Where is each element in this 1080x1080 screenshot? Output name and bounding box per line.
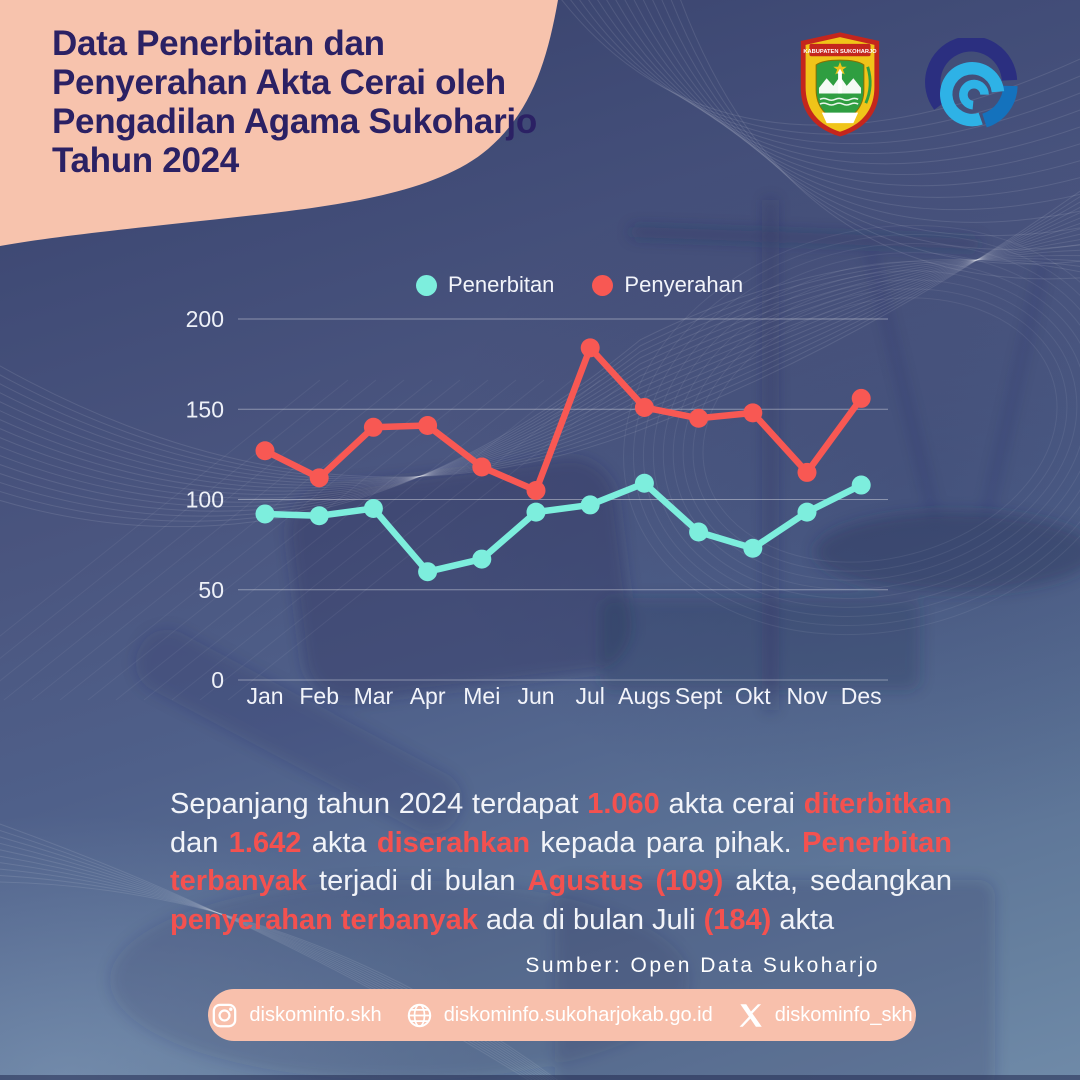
logo-ribbon xyxy=(821,112,859,124)
data-point xyxy=(797,502,817,522)
data-point xyxy=(743,538,763,558)
y-axis-tick-label: 50 xyxy=(198,577,224,603)
highlighted-text: diterbitkan xyxy=(803,788,952,820)
x-axis-tick-label: Augs xyxy=(618,683,670,709)
footer-instagram-handle: diskominfo.skh xyxy=(249,1003,382,1026)
footer-website-link[interactable]: diskominfo.sukoharjokab.go.id xyxy=(406,1002,713,1029)
data-point xyxy=(418,562,438,582)
highlighted-text: (184) xyxy=(703,903,772,936)
data-point xyxy=(851,388,871,408)
logo-leaves xyxy=(864,66,872,104)
kominfo-logo xyxy=(925,38,1018,128)
data-point xyxy=(472,549,492,569)
footer-x-handle: diskominfo_skh xyxy=(774,1003,913,1026)
x-axis-tick-label: Jan xyxy=(246,683,283,709)
data-point xyxy=(363,417,383,437)
data-point xyxy=(309,468,329,488)
data-point xyxy=(689,408,709,428)
x-axis-tick-label: Sept xyxy=(675,683,723,709)
footer-x-link[interactable]: diskominfo_skh xyxy=(737,1002,913,1029)
data-point xyxy=(580,495,600,515)
source-label: Sumber: Open Data Sukoharjo xyxy=(525,954,880,977)
legend-label: Penerbitan xyxy=(448,272,555,297)
y-axis-tick-label: 150 xyxy=(186,396,224,422)
legend-item-penerbitan: Penerbitan xyxy=(416,272,554,298)
page-title: Data Penerbitan dan Penyerahan Akta Cera… xyxy=(52,24,537,180)
legend-item-penyerahan: Penyerahan xyxy=(592,272,743,298)
body-text-segment: dan xyxy=(170,826,229,859)
summary-paragraph: Sepanjang tahun 2024 terdapat 1.060 akta… xyxy=(170,785,952,939)
penerbitan-dot-icon xyxy=(416,274,437,296)
data-point xyxy=(255,441,275,461)
data-point xyxy=(309,506,329,526)
highlighted-text: 1.642 xyxy=(228,826,302,859)
y-axis-tick-label: 200 xyxy=(186,306,224,332)
x-axis-tick-label: Nov xyxy=(787,683,828,709)
data-point xyxy=(851,475,871,495)
chart-legend: Penerbitan Penyerahan xyxy=(416,272,743,298)
x-axis-tick-label: Mar xyxy=(354,683,394,709)
body-text-segment: ada di bulan Juli xyxy=(477,903,704,936)
data-point xyxy=(472,457,492,477)
logo-star xyxy=(833,62,847,75)
y-axis-tick-label: 100 xyxy=(186,487,224,513)
x-axis-tick-label: Des xyxy=(841,683,882,709)
footer-bar: diskominfo.skh diskominfo.sukoharjokab.g… xyxy=(208,989,916,1041)
title-blob xyxy=(0,0,558,246)
x-axis-tick-label: Jun xyxy=(517,683,554,709)
body-text-segment: akta cerai xyxy=(659,788,804,820)
data-point xyxy=(363,499,383,519)
sukoharjo-banner-text: KABUPATEN SUKOHARJO xyxy=(803,49,877,55)
data-point xyxy=(634,397,654,417)
data-point xyxy=(743,403,763,423)
body-text-segment: akta, sedangkan xyxy=(723,865,952,897)
data-point xyxy=(526,480,546,500)
body-text-segment: akta xyxy=(771,903,835,936)
body-text-segment: akta xyxy=(301,826,377,859)
x-axis-tick-label: Okt xyxy=(735,683,771,709)
x-axis-tick-label: Apr xyxy=(410,683,446,709)
body-text-segment: Sepanjang tahun 2024 terdapat xyxy=(170,788,588,820)
data-point xyxy=(797,462,817,482)
y-axis-tick-label: 0 xyxy=(211,667,224,693)
logo-wheat xyxy=(808,66,816,104)
series-line-penerbitan xyxy=(261,480,865,575)
x-icon xyxy=(739,1003,762,1027)
data-point xyxy=(255,504,275,524)
data-point xyxy=(526,502,546,522)
instagram-icon xyxy=(213,1003,237,1027)
sukoharjo-logo: KABUPATEN SUKOHARJO xyxy=(800,32,880,137)
penyerahan-dot-icon xyxy=(592,274,614,296)
data-point xyxy=(689,522,709,542)
footer-website-url: diskominfo.sukoharjokab.go.id xyxy=(443,1003,713,1026)
body-text-segment: terjadi di bulan xyxy=(307,865,528,897)
footer-instagram-link[interactable]: diskominfo.skh xyxy=(211,1002,382,1029)
highlighted-text: Agustus (109) xyxy=(527,865,724,897)
data-point xyxy=(580,338,600,358)
legend-label: Penyerahan xyxy=(624,272,744,297)
highlighted-text: 1.060 xyxy=(587,788,660,820)
highlighted-text: penyerahan terbanyak xyxy=(170,903,478,936)
highlighted-text: Penerbitan terbanyak xyxy=(170,826,952,898)
body-text-segment: kepada para pihak. xyxy=(530,826,803,859)
line-chart: 0 50 100 150 200 Jan Feb Mar Apr Mei Jun Jul Augs Sep… xyxy=(186,306,888,709)
bottom-edge xyxy=(0,1075,1080,1080)
x-axis-tick-label: Mei xyxy=(463,683,500,709)
x-axis-tick-label: Feb xyxy=(299,683,339,709)
data-point xyxy=(634,473,654,493)
logo-tower xyxy=(838,72,842,94)
highlighted-text: diserahkan xyxy=(376,826,531,859)
data-point xyxy=(418,415,438,435)
globe-icon xyxy=(407,1003,431,1027)
x-axis-tick-label: Jul xyxy=(575,683,604,709)
series-line-penyerahan xyxy=(261,344,865,494)
